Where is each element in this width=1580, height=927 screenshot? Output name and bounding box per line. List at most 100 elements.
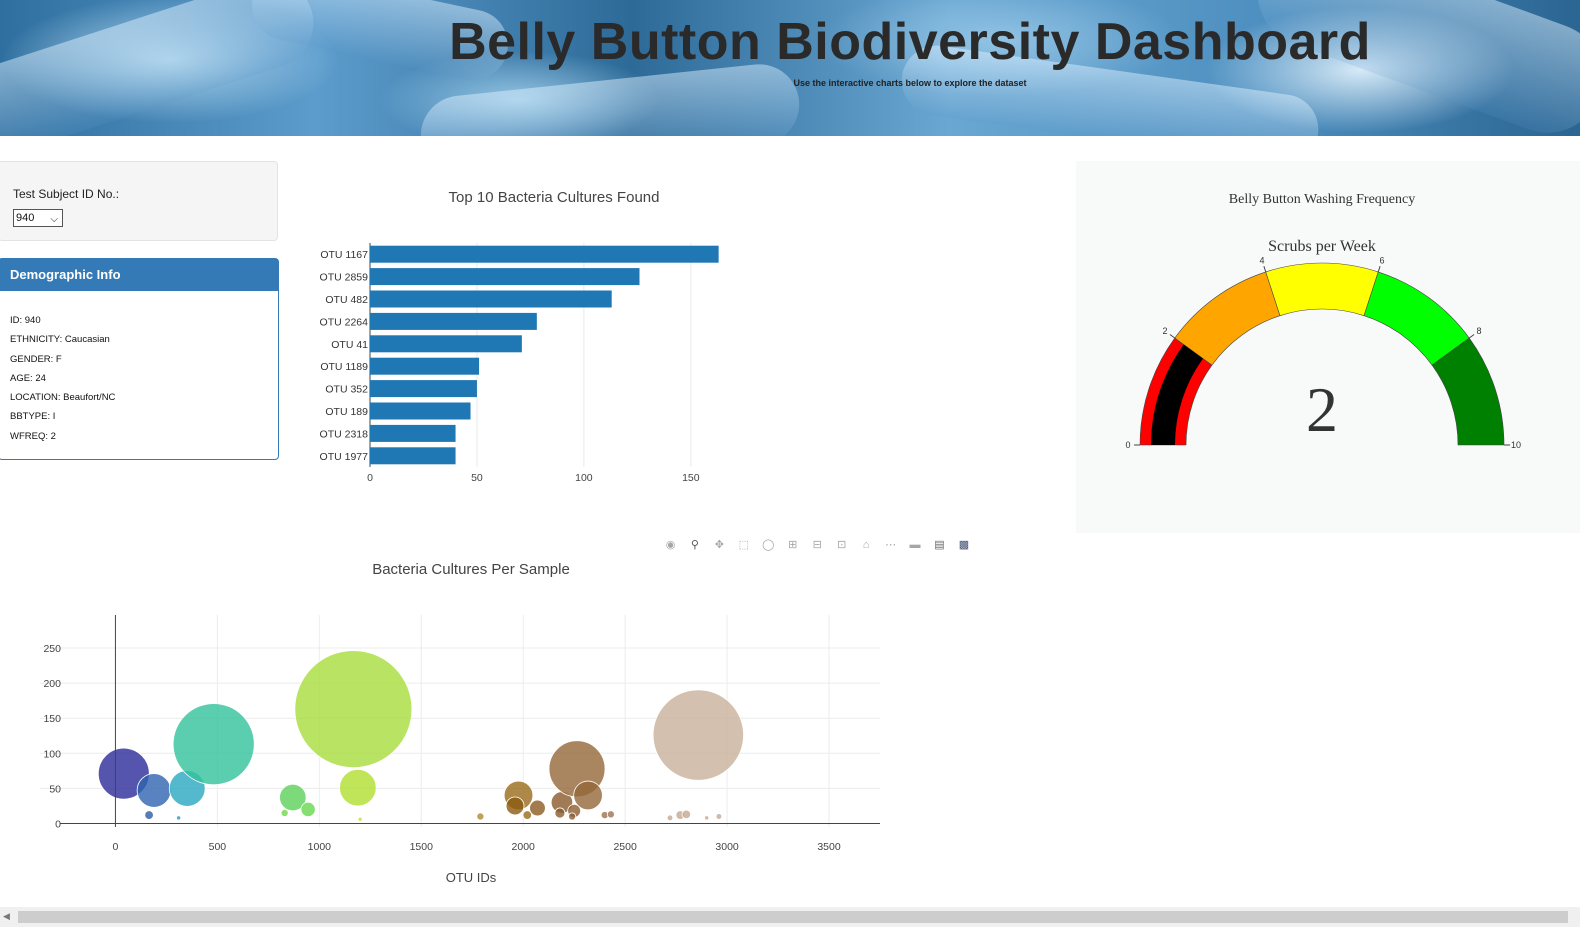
demographic-item: ETHNICITY: Caucasian [10,334,110,346]
page-title: Belly Button Biodiversity Dashboard [449,13,1371,71]
demographic-heading: Demographic Info [0,259,278,291]
bar-chart-title: Top 10 Bacteria Cultures Found [449,189,660,206]
gauge-chart[interactable]: Belly Button Washing Frequency Scrubs pe… [1076,161,1580,533]
scrollbar-thumb[interactable] [18,911,1568,923]
bar-y-tick-label: OTU 41 [331,339,368,351]
bubble-y-tick-label: 100 [43,748,61,760]
header-banner: Belly Button Biodiversity Dashboard Use … [0,0,1580,136]
subject-id-value: 940 [16,212,35,224]
pan-icon[interactable]: ✥ [714,539,725,551]
bubble-point[interactable] [573,780,603,811]
bubble-point[interactable] [606,810,615,819]
bar-y-tick-label: OTU 1189 [320,361,368,373]
bubble-point[interactable] [136,773,172,808]
spike-lines-icon[interactable]: ⋯ [885,539,897,551]
bubble-point[interactable] [554,807,566,819]
bubble-y-tick-label: 50 [49,783,61,795]
demographic-panel: Demographic Info ID: 940 ETHNICITY: Cauc… [0,258,279,460]
bubble-point[interactable] [522,810,532,820]
bubble-point[interactable] [294,650,413,768]
bubble-point[interactable] [715,813,723,820]
plotly-logo-icon[interactable]: ▩ [958,539,970,551]
bubble-point[interactable] [704,815,710,821]
bubble-point[interactable] [300,801,316,818]
bar-chart[interactable]: Top 10 Bacteria Cultures Found OTU 1167 O… [290,170,990,500]
bar[interactable] [370,402,471,420]
page-subtitle: Use the interactive charts below to expl… [793,78,1027,88]
bubble-point[interactable] [568,812,577,821]
scroll-left-icon[interactable]: ◀ [3,911,10,921]
hover-closest-icon[interactable]: ▬ [909,539,921,551]
bubble-point[interactable] [666,814,674,822]
gauge-subtitle: Scrubs per Week [1268,238,1376,255]
bar[interactable] [370,357,480,375]
horizontal-scrollbar[interactable]: ◀ [0,907,1580,927]
bubble-point[interactable] [144,810,154,820]
bar[interactable] [370,290,612,308]
bar-y-tick-label: OTU 2318 [320,428,369,440]
reset-axes-icon[interactable]: ⌂ [862,539,870,551]
bar[interactable] [370,335,522,353]
box-select-icon[interactable]: ⬚ [738,539,750,551]
bubble-point[interactable] [652,689,744,781]
subject-id-select[interactable]: 940 ⌵ [13,209,63,227]
bubble-x-tick-label: 3500 [817,841,841,853]
bubble-x-tick-label: 1000 [308,841,332,853]
bar[interactable] [370,268,640,286]
bubble-point[interactable] [357,816,363,822]
gauge-tick-label: 4 [1260,255,1265,265]
bar-y-tick-label: OTU 1167 [320,249,368,261]
bubble-point[interactable] [280,808,289,817]
bar-y-tick-label: OTU 2859 [320,272,369,284]
bar-x-tick-label: 150 [682,472,700,484]
demographic-item: LOCATION: Beaufort/NC [10,392,116,404]
demographic-list: ID: 940 ETHNICITY: Caucasian GENDER: F A… [0,291,278,446]
bubble-y-tick-label: 250 [43,643,61,655]
zoom-icon[interactable]: ⚲ [690,539,699,551]
bubble-point[interactable] [97,747,150,800]
bubble-chart[interactable]: Bacteria Cultures Per Sample 0 500 1000 150… [0,555,920,895]
zoom-out-icon[interactable]: ⊟ [812,539,822,551]
bubble-point[interactable] [476,812,485,821]
bar-y-tick-label: OTU 189 [325,406,368,418]
bubble-x-tick-label: 2500 [613,841,637,853]
subject-selector-label: Test Subject ID No.: [13,187,120,201]
bubble-point[interactable] [279,783,307,812]
bar-x-tick-label: 0 [367,472,373,484]
autoscale-icon[interactable]: ⊡ [837,539,847,551]
bar[interactable] [370,447,456,465]
bar[interactable] [370,424,456,442]
bar-y-tick-label: OTU 482 [325,294,368,306]
gauge-tick [1263,266,1267,273]
bubble-point[interactable] [339,768,377,807]
bubble-point[interactable] [176,815,182,821]
demographic-item: GENDER: F [10,353,62,365]
bubble-x-tick-label: 0 [113,841,119,853]
bar[interactable] [370,245,719,263]
bubble-y-tick-label: 0 [55,818,61,830]
hover-compare-icon[interactable]: ▤ [934,539,945,551]
bubble-point[interactable] [172,703,255,786]
bar[interactable] [370,380,477,398]
gauge-value: 2 [1306,374,1338,445]
demographic-item: WFREQ: 2 [10,430,56,442]
bubble-point[interactable] [505,796,525,816]
zoom-in-icon[interactable]: ⊞ [788,539,798,551]
camera-icon[interactable]: ◉ [665,539,676,551]
chevron-down-icon: ⌵ [50,214,58,225]
lasso-icon[interactable]: ◯ [762,539,775,551]
gauge-tick-label: 2 [1163,326,1168,336]
bubble-point[interactable] [529,799,546,817]
demographic-item: BBTYPE: I [10,411,56,423]
bar-y-tick-label: OTU 1977 [320,451,369,463]
bar[interactable] [370,312,537,330]
gauge-tick-label: 8 [1476,326,1481,336]
gauge-tick [1468,334,1475,339]
gauge-panel: Belly Button Washing Frequency Scrubs pe… [1076,161,1580,533]
bubble-y-tick-label: 150 [43,713,61,725]
bar-x-tick-label: 100 [575,472,593,484]
bubble-x-tick-label: 3000 [715,841,739,853]
demographic-item: AGE: 24 [10,372,46,384]
bubble-point[interactable] [681,809,692,820]
gauge-value-bar [1151,344,1204,445]
